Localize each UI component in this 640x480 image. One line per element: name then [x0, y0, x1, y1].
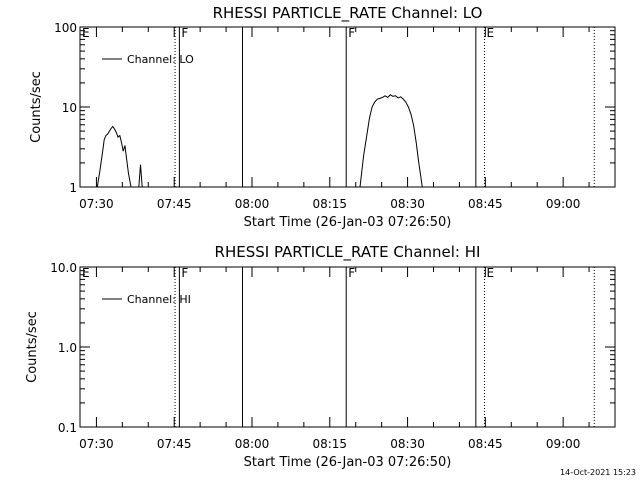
x-tick-label: 08:00 [235, 197, 270, 211]
chart-panel-1: RHESSI PARTICLE_RATE Channel: HI 07:30 07:… [25, 243, 616, 470]
y-axis-label: Counts/sec [25, 311, 40, 383]
plot-frame [79, 26, 616, 188]
annotation-label: E [486, 266, 494, 280]
series-line-0-seg-1 [138, 164, 143, 188]
footer-timestamp: 14-Oct-2021 15:23 [560, 468, 636, 477]
series-line-0-seg-2 [359, 94, 423, 188]
annotation-label: E [82, 266, 90, 280]
x-tick-label: 08:30 [390, 197, 425, 211]
y-axis-label: Counts/sec [29, 71, 44, 143]
y-tick-label: 1 [69, 181, 77, 195]
x-tick-label: 09:00 [546, 437, 581, 451]
annotation-label: E [486, 26, 494, 40]
x-tick-label: 08:45 [468, 197, 503, 211]
y-tick-label: 0.1 [58, 421, 77, 435]
x-tick-label: 07:45 [157, 197, 192, 211]
chart-title: RHESSI PARTICLE_RATE Channel: LO [213, 4, 483, 23]
annotation-label: F [181, 266, 188, 280]
x-axis-label: Start Time (26-Jan-03 07:26:50) [244, 215, 452, 230]
x-tick-label: 08:30 [390, 437, 425, 451]
x-tick-label: 07:45 [157, 437, 192, 451]
legend-entry: Channel: HI [127, 293, 191, 306]
x-axis-label: Start Time (26-Jan-03 07:26:50) [244, 455, 452, 470]
annotation-label: E [82, 26, 90, 40]
annotation-label: F [348, 266, 355, 280]
series-line-0-seg-0 [96, 125, 132, 188]
x-tick-label: 07:30 [79, 197, 114, 211]
y-tick-label: 10.0 [50, 261, 77, 275]
chart-title: RHESSI PARTICLE_RATE Channel: HI [215, 243, 481, 262]
x-tick-label: 07:30 [79, 437, 114, 451]
y-tick-label: 10 [62, 101, 77, 115]
x-tick-label: 09:00 [546, 197, 581, 211]
y-tick-label: 100 [54, 21, 77, 35]
chart-panel-0: RHESSI PARTICLE_RATE Channel: LO 07:30 07:… [29, 4, 616, 230]
annotation-label: F [348, 26, 355, 40]
x-tick-label: 08:00 [235, 437, 270, 451]
y-tick-label: 1.0 [58, 341, 77, 355]
legend-entry: Channel: LO [127, 53, 194, 66]
x-tick-label: 08:45 [468, 437, 503, 451]
plot-frame [79, 266, 616, 428]
annotation-label: F [181, 26, 188, 40]
x-tick-label: 08:15 [312, 197, 347, 211]
x-tick-label: 08:15 [312, 437, 347, 451]
